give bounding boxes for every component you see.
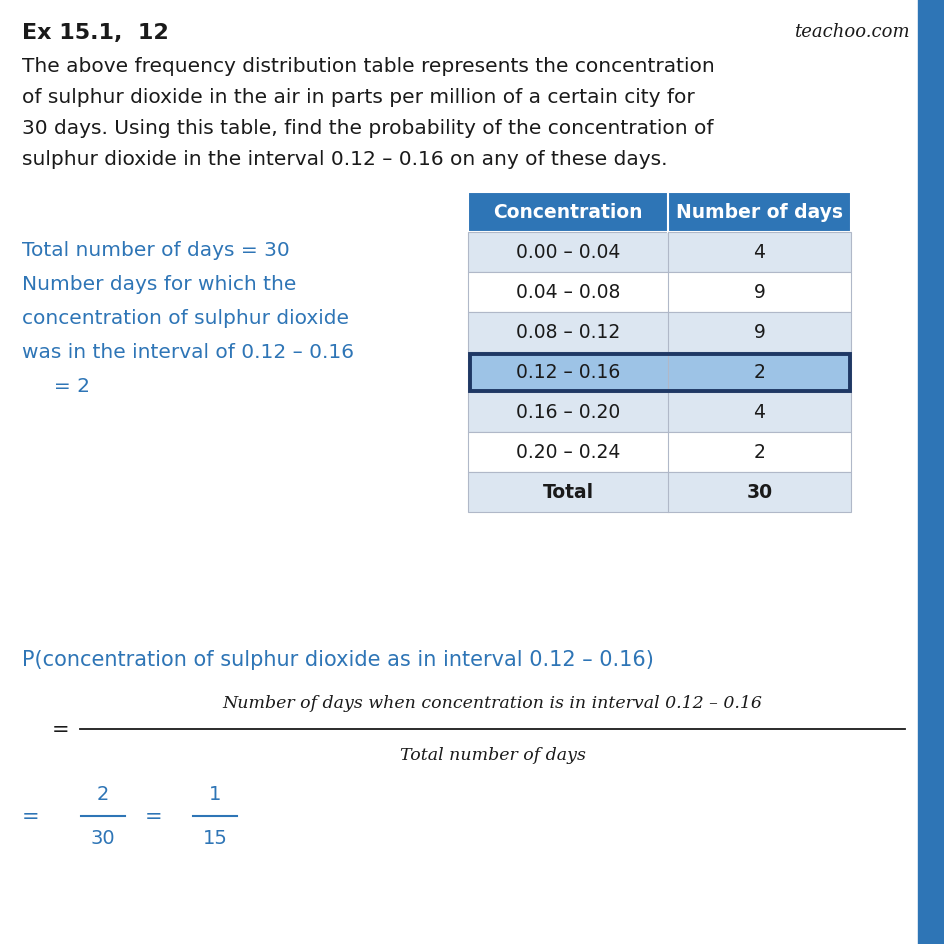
Bar xyxy=(467,432,851,473)
Text: 2: 2 xyxy=(96,784,110,803)
Text: 4: 4 xyxy=(752,403,765,422)
Text: 0.08 – 0.12: 0.08 – 0.12 xyxy=(515,323,619,342)
Text: 0.16 – 0.20: 0.16 – 0.20 xyxy=(515,403,619,422)
Text: =: = xyxy=(144,806,162,826)
Bar xyxy=(467,233,851,273)
Text: P(concentration of sulphur dioxide as in interval 0.12 – 0.16): P(concentration of sulphur dioxide as in… xyxy=(22,649,653,669)
Text: 15: 15 xyxy=(202,829,228,848)
Text: 0.12 – 0.16: 0.12 – 0.16 xyxy=(515,363,619,382)
Bar xyxy=(467,353,851,393)
Text: Concentration: Concentration xyxy=(493,203,642,222)
Text: The above frequency distribution table represents the concentration: The above frequency distribution table r… xyxy=(22,57,714,76)
Text: 2: 2 xyxy=(752,363,765,382)
Text: 4: 4 xyxy=(752,244,765,262)
Text: sulphur dioxide in the interval 0.12 – 0.16 on any of these days.: sulphur dioxide in the interval 0.12 – 0… xyxy=(22,150,666,169)
Text: teachoo.com: teachoo.com xyxy=(794,23,909,41)
Bar xyxy=(467,273,851,312)
Bar xyxy=(467,393,851,432)
Text: 0.00 – 0.04: 0.00 – 0.04 xyxy=(515,244,619,262)
Text: was in the interval of 0.12 – 0.16: was in the interval of 0.12 – 0.16 xyxy=(22,343,354,362)
Text: Number of days when concentration is in interval 0.12 – 0.16: Number of days when concentration is in … xyxy=(223,695,762,712)
Bar xyxy=(467,193,851,233)
Text: Ex 15.1,  12: Ex 15.1, 12 xyxy=(22,23,169,43)
Text: Number of days: Number of days xyxy=(675,203,842,222)
Text: 0.20 – 0.24: 0.20 – 0.24 xyxy=(515,443,619,462)
Text: Total: Total xyxy=(542,483,593,502)
Text: 30: 30 xyxy=(91,829,115,848)
Text: Total number of days: Total number of days xyxy=(399,747,585,764)
Text: =: = xyxy=(52,719,70,739)
Text: Number days for which the: Number days for which the xyxy=(22,275,296,294)
Text: = 2: = 2 xyxy=(22,377,90,396)
Text: of sulphur dioxide in the air in parts per million of a certain city for: of sulphur dioxide in the air in parts p… xyxy=(22,88,694,107)
Text: 0.04 – 0.08: 0.04 – 0.08 xyxy=(515,283,619,302)
Text: 9: 9 xyxy=(752,323,765,342)
Text: concentration of sulphur dioxide: concentration of sulphur dioxide xyxy=(22,309,348,328)
Text: 1: 1 xyxy=(209,784,221,803)
Text: 30 days. Using this table, find the probability of the concentration of: 30 days. Using this table, find the prob… xyxy=(22,119,713,138)
Bar xyxy=(917,0,944,944)
Bar xyxy=(467,473,851,513)
Text: =: = xyxy=(22,806,40,826)
Text: 30: 30 xyxy=(746,483,772,502)
Text: Total number of days = 30: Total number of days = 30 xyxy=(22,241,290,260)
Text: 9: 9 xyxy=(752,283,765,302)
Text: 2: 2 xyxy=(752,443,765,462)
Bar xyxy=(467,312,851,353)
Bar xyxy=(469,354,849,391)
